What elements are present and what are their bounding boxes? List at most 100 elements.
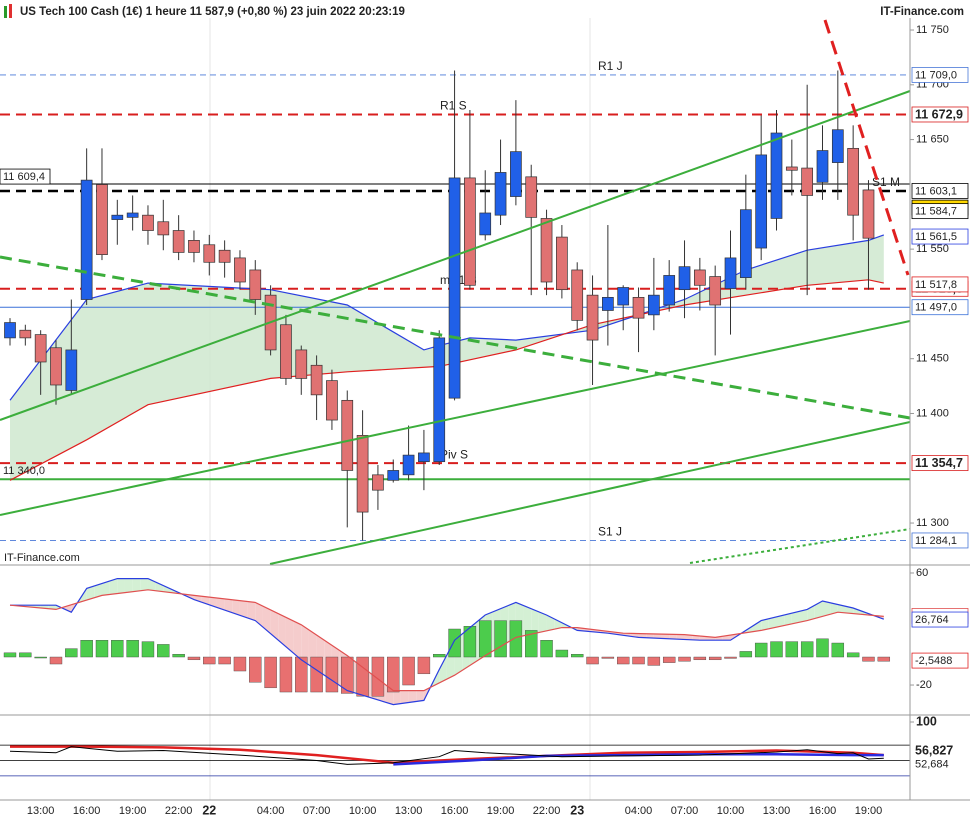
y-tick-label: 11 750 [916,24,949,36]
signal-fill [109,578,118,595]
x-tick-label: 19:00 [119,805,147,817]
histogram-bar [19,652,32,658]
histogram-bar [433,654,446,658]
candle-body [540,218,553,283]
histogram-bar [3,652,17,658]
candle-body [433,337,446,463]
signal-fill [301,624,309,665]
line [10,745,884,765]
line [393,753,884,766]
level-name: S1 J [598,525,622,539]
histogram-bar [816,638,829,658]
candle-body [249,269,262,300]
histogram-bar [279,656,293,693]
signal-fill [753,620,762,632]
line [9,589,884,692]
signal-fill [140,578,148,591]
price-label: -2,5488 [915,655,952,667]
signal-fill [676,634,685,640]
candle-body [188,240,200,253]
price-label-box [911,106,969,123]
chart-title: US Tech 100 Cash (1€) 1 heure 11 587,9 (… [20,6,405,18]
histogram-bar [724,656,737,659]
candle-body [50,347,62,386]
histogram-bar [80,640,93,658]
value-label: 52,684 [915,758,949,770]
candle-body [387,470,400,481]
signal-fill [661,634,670,639]
histogram-bar [571,654,584,658]
candle-body [770,132,783,219]
histogram-bar [95,640,109,658]
signal-fill [232,599,240,616]
candle-body [96,184,108,255]
histogram-bar [846,652,860,658]
y-tick-label: 11 400 [916,407,949,419]
candle-body [356,435,369,513]
candle-body [831,129,844,163]
candle-body [464,177,476,286]
candle-body [816,150,829,183]
histogram-bar [310,656,323,693]
signal-fill [262,606,271,634]
grid-lines [209,18,591,800]
signal-fill [278,613,286,647]
candle-body [418,452,430,463]
histogram-bar [157,644,170,658]
signal-fill [646,633,654,639]
histogram-bar [509,620,523,658]
candle-body [663,275,676,306]
x-tick-label: 13:00 [395,805,423,817]
y-tick-label: 11 300 [916,517,949,529]
price-label-box [911,203,969,220]
histogram-bar [325,656,339,693]
candle-body [4,322,16,339]
trend-line [0,320,911,516]
signal-fill [132,578,141,592]
candle-body [142,214,154,231]
line [9,746,884,765]
price-label: 11 497,0 [915,302,957,314]
y-tick-label: 60 [916,567,928,579]
x-tick-label: 19:00 [487,805,515,817]
price-label-box [911,276,969,293]
candle-body [479,212,492,236]
candle-body [341,399,354,471]
candle-body [862,189,875,239]
histogram-bar [754,642,768,658]
candle-body [126,212,139,218]
histogram-bar [111,640,124,658]
candle-body [448,177,461,399]
histogram-bar [249,656,262,683]
signal-fill [692,635,700,641]
candle-body [632,296,645,319]
line [10,578,885,706]
price-label: 11 609,4 [3,171,45,183]
trend-line [0,255,911,420]
x-tick-label: 07:00 [671,805,699,817]
candle-body [172,230,185,253]
candle-body [372,474,384,491]
y-tick-label: 11 650 [916,133,949,145]
level-name: S1 M [872,175,900,189]
histogram-bar [708,656,722,661]
signal-fill [531,608,539,635]
price-label: 11 603,1 [915,185,957,197]
histogram-bar [739,651,753,658]
histogram-bar [862,656,875,662]
histogram-bar [65,648,78,658]
signal-fill [776,615,785,628]
candle-body [510,151,522,197]
signal-fill [239,600,248,618]
signal-fill [768,616,777,629]
icon [9,4,12,18]
signal-fill [784,613,792,626]
price-label-box [911,652,969,669]
candle-body [571,269,584,321]
x-tick-label: 04:00 [625,805,653,817]
x-tick-label: 16:00 [809,805,837,817]
macd-panel [3,578,891,706]
x-tick-label: 19:00 [855,805,883,817]
candle-body [556,236,568,291]
